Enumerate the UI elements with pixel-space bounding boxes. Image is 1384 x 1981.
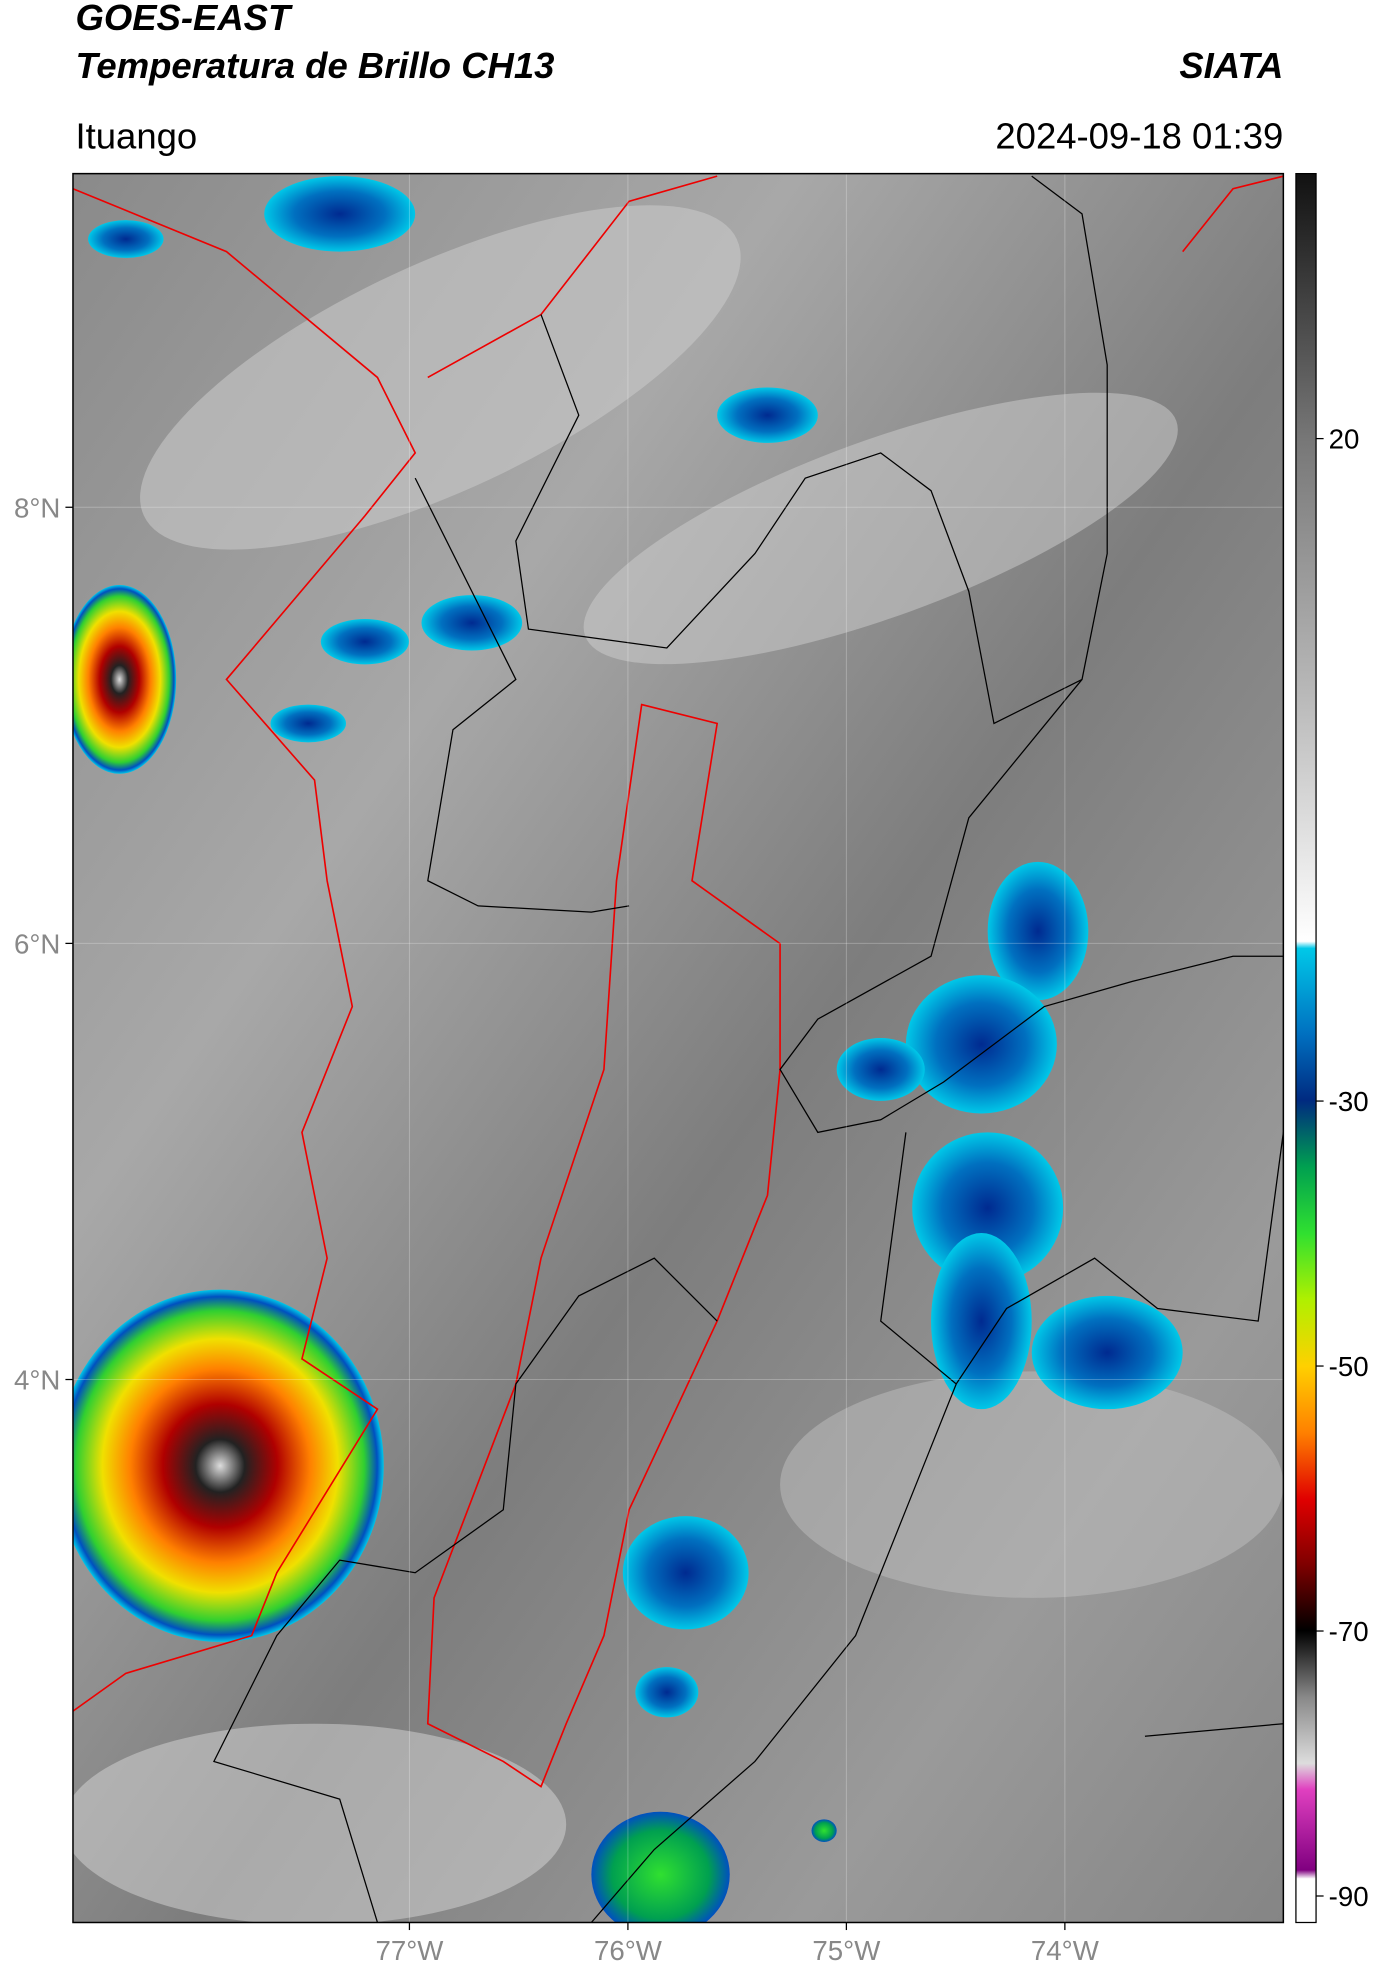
lat-label: 6°N [14, 928, 60, 959]
lat-label: 8°N [14, 492, 60, 523]
datetime: 2024-09-18 01:39 [995, 115, 1283, 156]
colorbar-label: -30 [1329, 1086, 1369, 1117]
location: Ituango [75, 115, 197, 156]
colorbar-label: -70 [1329, 1616, 1369, 1647]
lon-label: 74°W [1031, 1935, 1100, 1966]
source: SIATA [1179, 45, 1283, 86]
satellite-image [72, 173, 1284, 1923]
colorbar-label: -90 [1329, 1881, 1369, 1912]
lon-label: 77°W [375, 1935, 444, 1966]
colorbar [1295, 172, 1317, 1924]
graticule [72, 173, 1284, 1923]
title: GOES-EAST [75, 0, 293, 38]
subtitle: Temperatura de Brillo CH13 [75, 45, 554, 86]
lat-label: 4°N [14, 1365, 60, 1396]
colorbar-label: -50 [1329, 1351, 1369, 1382]
map-frame [72, 172, 1285, 1924]
lon-label: 76°W [594, 1935, 663, 1966]
colorbar-label: 20 [1329, 424, 1360, 455]
lon-label: 75°W [812, 1935, 881, 1966]
